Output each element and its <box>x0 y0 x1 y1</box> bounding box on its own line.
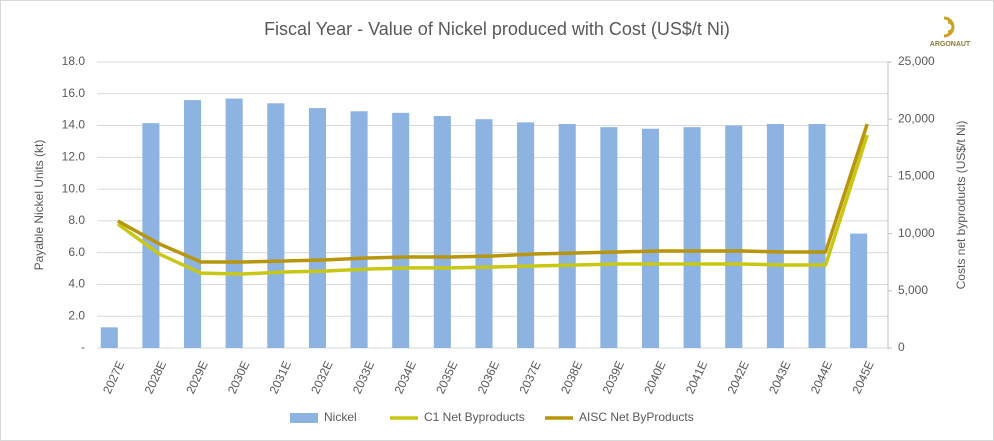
y-tick-label: 6.0 <box>68 245 85 259</box>
bar <box>225 98 243 349</box>
bar <box>433 116 451 349</box>
bar <box>808 123 826 348</box>
y2-tick-label: 5,000 <box>898 283 928 297</box>
y-tick-label: 8.0 <box>68 213 85 227</box>
bar <box>683 127 701 349</box>
bar <box>100 327 118 348</box>
bar <box>308 108 326 348</box>
bar <box>350 111 368 348</box>
line <box>116 123 869 264</box>
bar <box>766 123 784 348</box>
y2-tick-label: 10,000 <box>898 226 935 240</box>
y2-tick-label: 15,000 <box>898 169 935 183</box>
y-tick-label: - <box>81 340 85 354</box>
legend-label: Nickel <box>324 410 357 424</box>
bar <box>641 128 660 348</box>
legend-label: C1 Net Byproducts <box>424 410 525 424</box>
logo-text: ARGONAUT <box>930 41 971 48</box>
y2-axis-label: Costs net byproducts (US$/t Ni) <box>954 121 968 290</box>
y-tick-label: 4.0 <box>68 277 85 291</box>
y-axis-label: Payable Nickel Units (kt) <box>32 140 46 271</box>
bar <box>600 127 618 349</box>
bar <box>184 100 202 348</box>
bar <box>850 233 868 348</box>
chart-title: Fiscal Year - Value of Nickel produced w… <box>264 19 730 39</box>
legend-label: AISC Net ByProducts <box>579 410 694 424</box>
y-tick-label: 18.0 <box>62 54 86 68</box>
y-tick-label: 10.0 <box>62 181 86 195</box>
legend-swatch <box>290 413 318 423</box>
bar <box>392 112 410 348</box>
y-tick-label: 16.0 <box>62 86 86 100</box>
y-tick-label: 12.0 <box>62 150 86 164</box>
bar <box>267 103 285 348</box>
bar <box>558 123 576 348</box>
bar <box>725 125 743 348</box>
y-tick-label: 14.0 <box>62 118 86 132</box>
logo-icon <box>943 16 955 38</box>
y2-tick-label: 20,000 <box>898 111 935 125</box>
y-tick-label: 2.0 <box>68 308 85 322</box>
y2-tick-label: 25,000 <box>898 54 935 68</box>
bar <box>517 122 535 348</box>
bar <box>142 123 160 348</box>
bar <box>475 119 493 348</box>
line <box>116 134 869 276</box>
y2-tick-label: 0 <box>898 340 905 354</box>
